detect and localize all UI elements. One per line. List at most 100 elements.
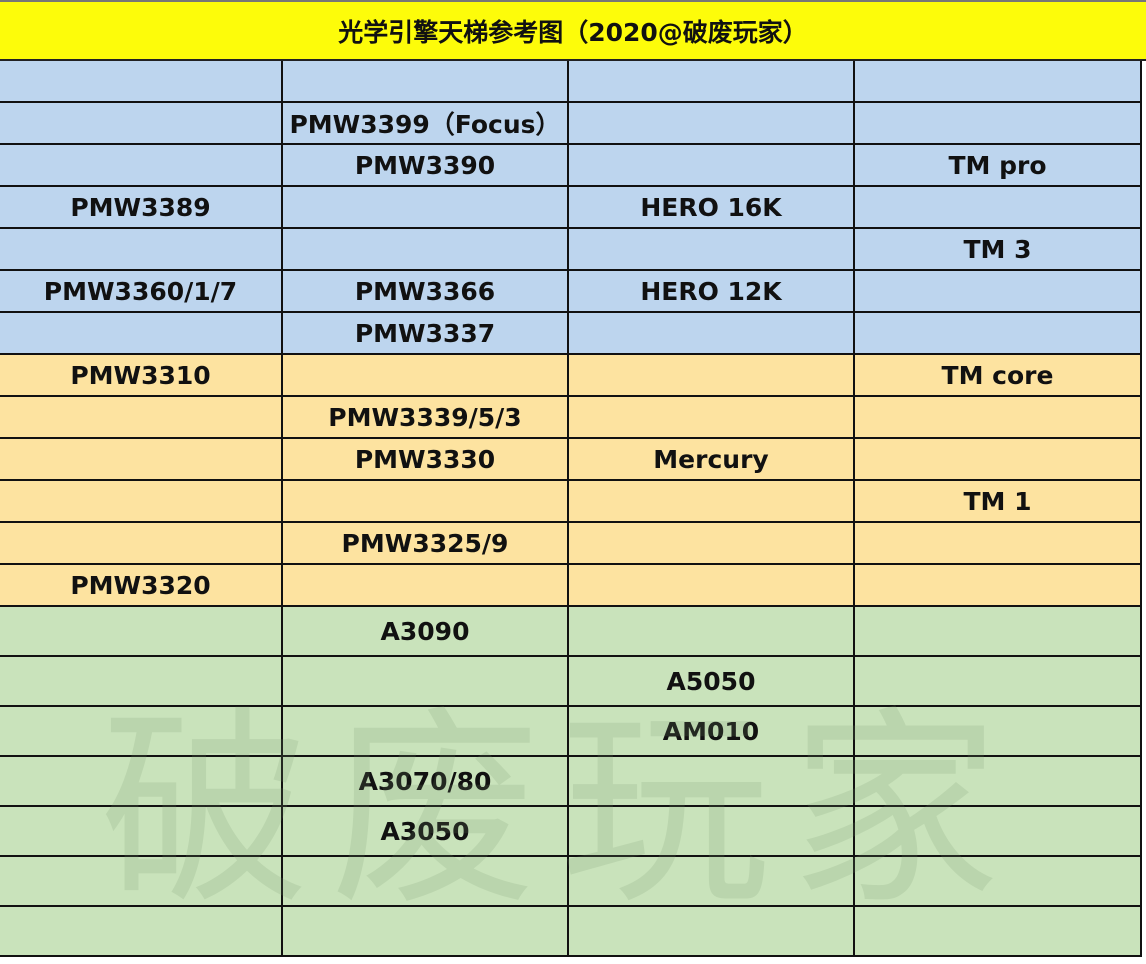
table-cell [0,229,283,269]
table-cell [0,103,283,143]
table-cell [0,313,283,353]
table-cell [855,707,1142,755]
table-cell [0,757,283,805]
table-cell [855,757,1142,805]
table-row: A3090 [0,607,1142,657]
table-row: A3050 [0,807,1142,857]
table-cell: PMW3339/5/3 [283,397,569,437]
table-cell: AM010 [569,707,855,755]
table-cell: PMW3389 [0,187,283,227]
table-cell [283,565,569,605]
table-cell [0,707,283,755]
table-row [0,61,1142,103]
table-cell [855,523,1142,563]
table-cell: HERO 12K [569,271,855,311]
table-cell [569,807,855,855]
table-cell [0,61,283,101]
table-cell [0,439,283,479]
table-cell [569,61,855,101]
table-row: TM 3 [0,229,1142,271]
table-cell [855,271,1142,311]
table-cell: TM pro [855,145,1142,185]
table-cell: PMW3390 [283,145,569,185]
table-cell [855,439,1142,479]
table-cell [569,145,855,185]
table-cell [569,355,855,395]
table-cell [0,145,283,185]
table-cell: PMW3366 [283,271,569,311]
table-cell [283,707,569,755]
table-cell [0,523,283,563]
table-row: PMW3339/5/3 [0,397,1142,439]
table-cell [569,607,855,655]
table-cell: PMW3320 [0,565,283,605]
table-cell [283,229,569,269]
table-cell [569,313,855,353]
table-cell: TM core [855,355,1142,395]
table-cell [0,481,283,521]
table-row: A3070/80 [0,757,1142,807]
table-cell [569,481,855,521]
sensor-tier-table: PMW3399（Focus） PMW3390 TM pro PMW3389 HERO 1… [0,61,1142,957]
table-cell [855,61,1142,101]
table-cell [283,857,569,905]
table-cell [283,187,569,227]
table-cell [569,857,855,905]
table-row: PMW3360/1/7 PMW3366 HERO 12K [0,271,1142,313]
table-cell [0,607,283,655]
table-cell [855,397,1142,437]
table-cell [283,481,569,521]
table-row: PMW3320 [0,565,1142,607]
table-row: A5050 [0,657,1142,707]
table-cell [855,857,1142,905]
table-cell [855,657,1142,705]
table-row: PMW3390 TM pro [0,145,1142,187]
table-row: PMW3330 Mercury [0,439,1142,481]
table-row: PMW3325/9 [0,523,1142,565]
table-cell [569,757,855,805]
table-cell [283,355,569,395]
table-cell [0,907,283,955]
table-cell [855,187,1142,227]
table-cell [855,807,1142,855]
table-title: 光学引擎天梯参考图（2020@破废玩家） [0,0,1146,61]
table-row: TM 1 [0,481,1142,523]
table-row [0,857,1142,907]
table-cell [0,857,283,905]
table-row: PMW3310 TM core [0,355,1142,397]
table-row [0,907,1142,957]
table-cell: A5050 [569,657,855,705]
table-cell [855,565,1142,605]
table-cell: PMW3330 [283,439,569,479]
table-row: PMW3389 HERO 16K [0,187,1142,229]
table-cell [283,907,569,955]
table-cell: TM 1 [855,481,1142,521]
table-cell [283,657,569,705]
table-cell [569,523,855,563]
table-cell [283,61,569,101]
table-cell [855,907,1142,955]
table-cell: A3050 [283,807,569,855]
table-cell [855,103,1142,143]
table-cell [569,907,855,955]
table-cell: PMW3360/1/7 [0,271,283,311]
table-cell [0,397,283,437]
table-cell [855,313,1142,353]
table-row: AM010 [0,707,1142,757]
table-row: PMW3337 [0,313,1142,355]
table-cell: A3090 [283,607,569,655]
table-cell: PMW3399（Focus） [283,103,569,143]
table-cell [569,565,855,605]
table-cell: TM 3 [855,229,1142,269]
table-row: PMW3399（Focus） [0,103,1142,145]
table-cell: PMW3337 [283,313,569,353]
table-cell: A3070/80 [283,757,569,805]
table-cell: HERO 16K [569,187,855,227]
table-cell: Mercury [569,439,855,479]
table-cell [0,657,283,705]
table-cell: PMW3325/9 [283,523,569,563]
table-cell [569,397,855,437]
table-cell [855,607,1142,655]
table-cell: PMW3310 [0,355,283,395]
table-cell [569,103,855,143]
